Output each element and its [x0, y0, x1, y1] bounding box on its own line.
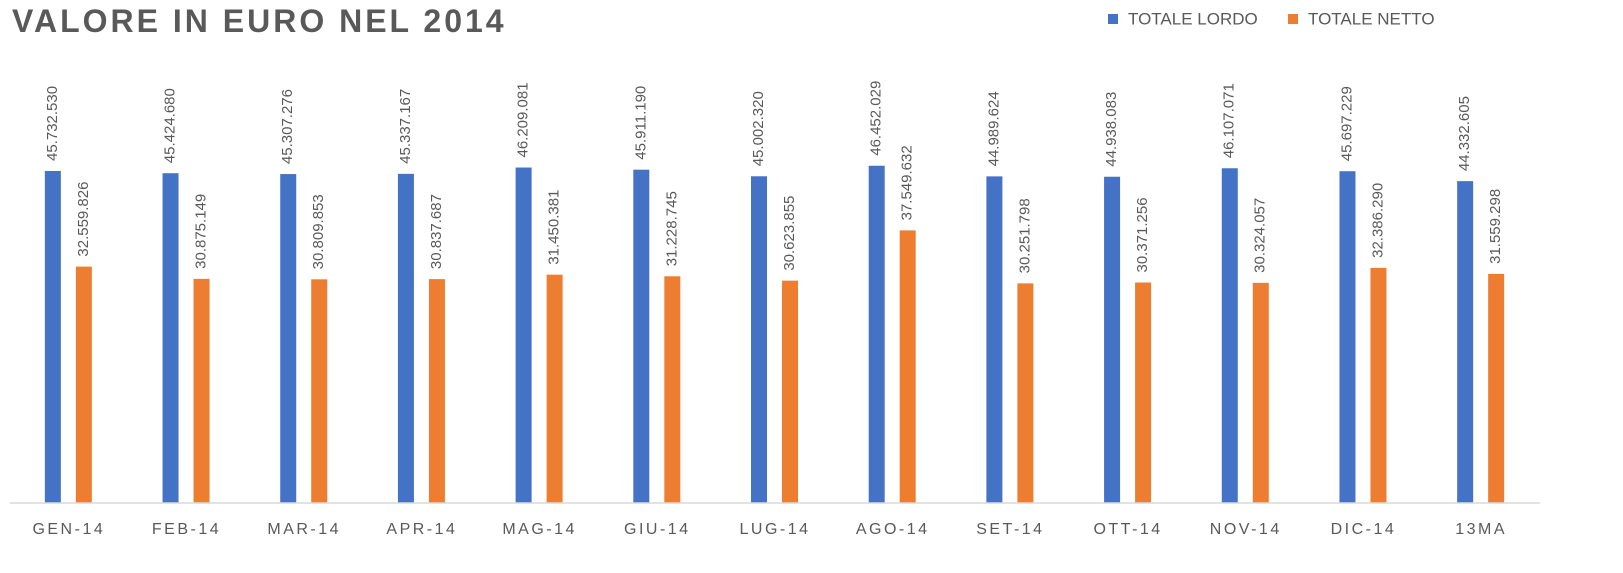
bar	[633, 169, 650, 503]
bar	[162, 173, 179, 503]
legend-swatch	[1288, 14, 1298, 24]
bar	[397, 173, 414, 503]
data-label: 32.386.290	[1369, 183, 1386, 258]
data-label: 32.559.826	[75, 182, 92, 257]
x-tick-label: NOV-14	[1210, 521, 1282, 538]
data-label: 44.332.605	[1456, 96, 1473, 171]
legend-label: TOTALE NETTO	[1308, 9, 1435, 28]
bar	[986, 176, 1003, 503]
x-tick-label: DIC-14	[1331, 521, 1397, 538]
data-label: 46.452.029	[868, 81, 885, 156]
bar	[1370, 267, 1387, 503]
data-label: 45.307.276	[279, 89, 296, 164]
x-tick-label: AGO-14	[856, 521, 930, 538]
bar	[1017, 283, 1034, 503]
bar	[280, 174, 297, 503]
data-label: 45.002.320	[750, 91, 767, 166]
data-label: 46.107.071	[1221, 83, 1238, 158]
data-label: 31.559.298	[1487, 189, 1504, 264]
x-tick-label: LUG-14	[739, 521, 810, 538]
bar	[515, 167, 532, 503]
bar	[1104, 176, 1121, 503]
data-label: 46.209.081	[515, 82, 532, 157]
data-label: 31.228.745	[663, 191, 680, 266]
bar	[899, 230, 916, 503]
bar	[1135, 282, 1152, 503]
data-label: 31.450.381	[546, 190, 563, 265]
data-label: 37.549.632	[899, 145, 916, 220]
data-label: 45.424.680	[162, 88, 179, 163]
data-label: 30.623.855	[781, 196, 798, 271]
x-tick-label: MAR-14	[267, 521, 341, 538]
bar	[782, 280, 798, 503]
data-label: 45.697.229	[1338, 86, 1355, 161]
data-label: 30.251.798	[1016, 198, 1033, 273]
x-tick-label: FEB-14	[152, 521, 221, 538]
data-label: 45.732.530	[44, 86, 61, 161]
chart-title: VALORE IN EURO NEL 2014	[12, 3, 507, 39]
data-label: 45.911.190	[632, 86, 649, 160]
bar	[868, 165, 885, 503]
bar	[1457, 181, 1474, 503]
data-label: 30.324.057	[1252, 198, 1269, 273]
bar	[1252, 282, 1269, 503]
bar	[546, 274, 563, 503]
bar	[75, 266, 92, 503]
x-tick-label: OTT-14	[1093, 521, 1162, 538]
data-label: 44.938.083	[1103, 92, 1120, 167]
legend-swatch	[1108, 14, 1118, 24]
bar	[428, 279, 445, 503]
bar	[1339, 171, 1356, 504]
bar	[1221, 168, 1238, 503]
bar	[44, 170, 61, 504]
legend-label: TOTALE LORDO	[1128, 9, 1258, 28]
data-label: 30.809.853	[310, 194, 327, 269]
bar	[751, 176, 767, 504]
data-label: 45.337.167	[397, 89, 414, 164]
bar	[193, 278, 210, 503]
x-tick-label: MAG-14	[502, 521, 577, 538]
bar	[1488, 273, 1505, 503]
x-tick-label: GIU-14	[624, 521, 691, 538]
x-tick-label: GEN-14	[32, 521, 105, 538]
data-label: 30.371.256	[1134, 197, 1151, 272]
bar	[664, 276, 681, 503]
data-label: 30.837.687	[428, 194, 445, 269]
bar	[311, 279, 328, 503]
x-tick-label: SET-14	[976, 521, 1044, 538]
data-label: 30.875.149	[193, 194, 210, 269]
data-label: 44.989.624	[985, 91, 1002, 166]
x-tick-label: 13MA	[1455, 521, 1507, 538]
x-tick-label: APR-14	[386, 521, 457, 538]
